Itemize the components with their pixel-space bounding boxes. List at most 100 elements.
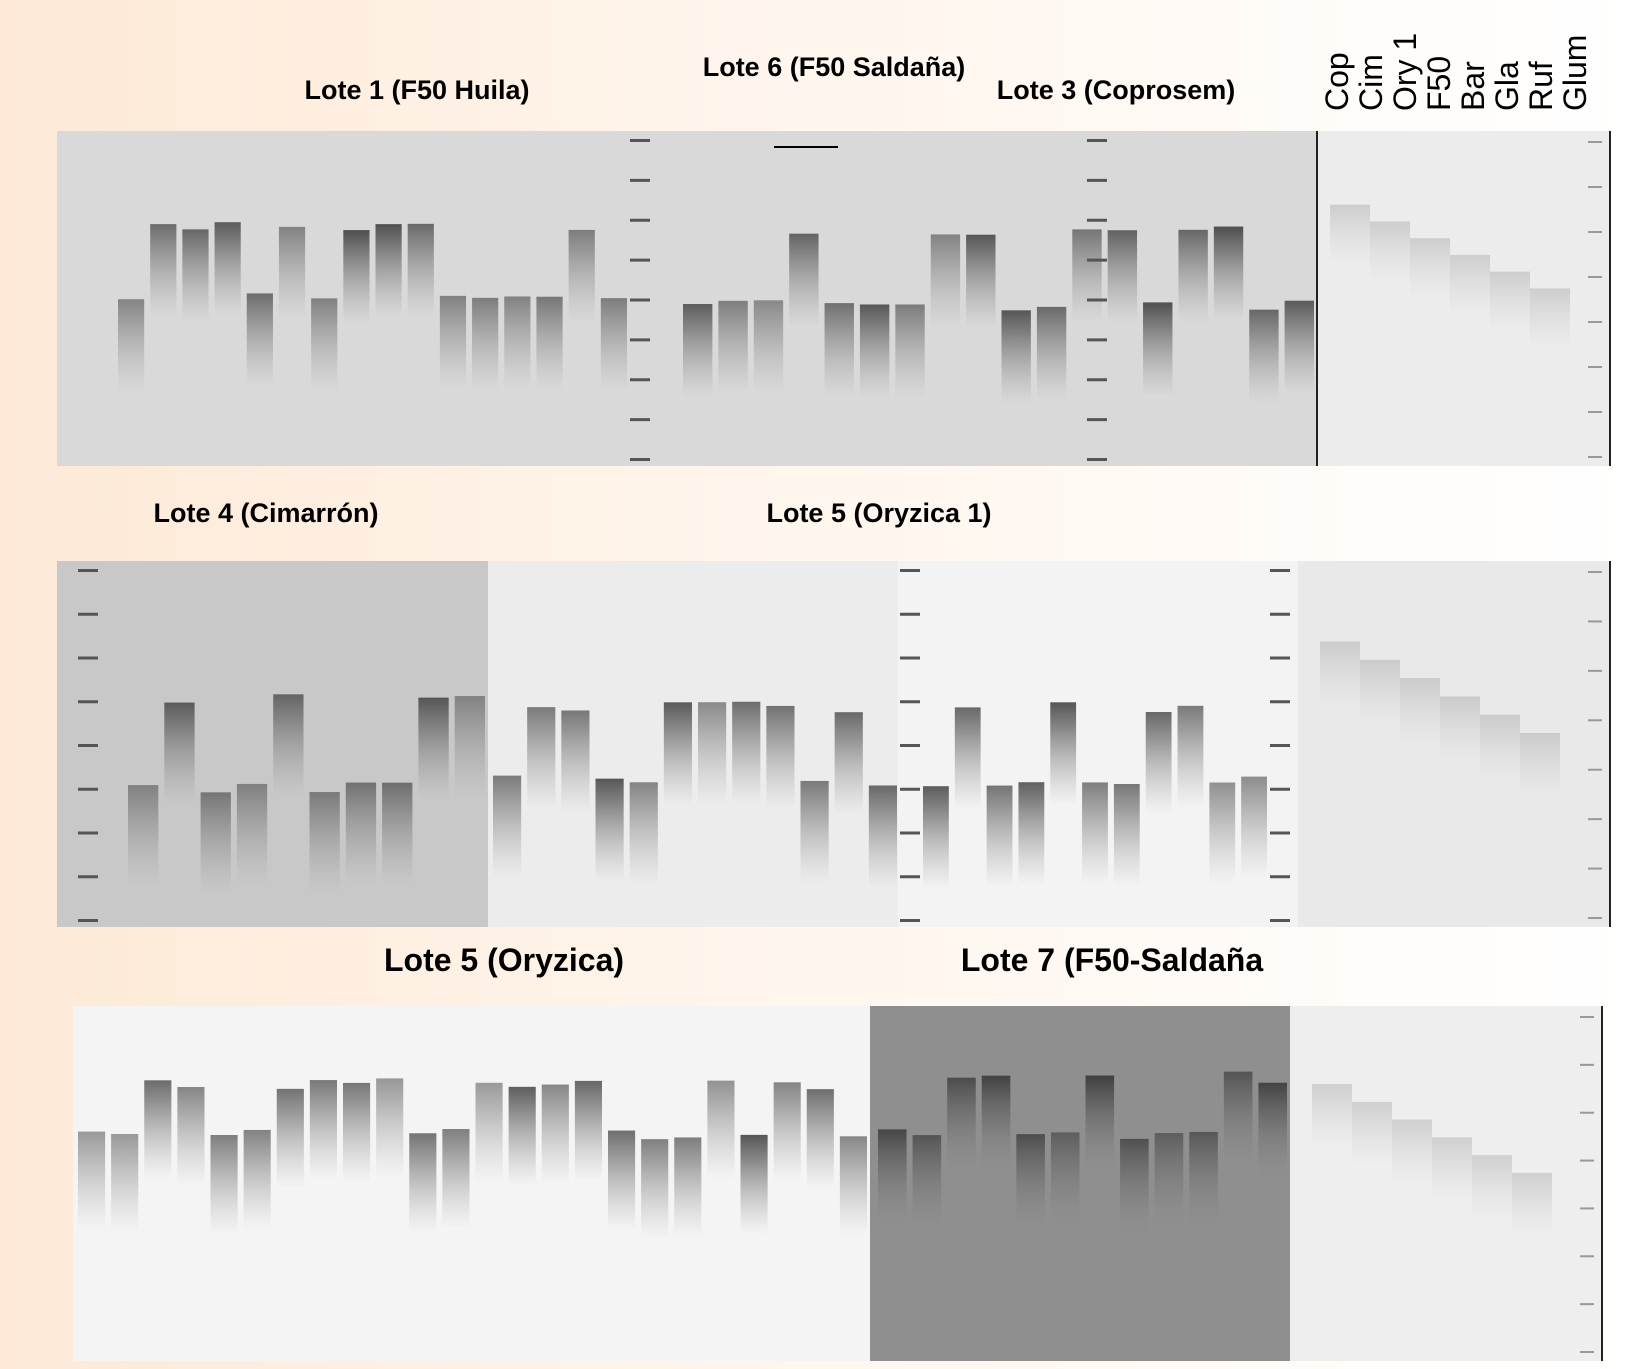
- lot-title: Lote 3 (Coprosem): [997, 75, 1236, 105]
- ladder-mark: [1087, 179, 1107, 182]
- band: [561, 710, 589, 812]
- ladder-mark: [1270, 919, 1290, 922]
- band: [144, 1080, 171, 1179]
- band: [741, 1135, 768, 1234]
- band: [1520, 733, 1560, 799]
- band: [575, 1081, 602, 1180]
- band: [408, 224, 434, 318]
- gel-figure: Lote 1 (F50 Huila) Lote 6 (F50 Saldaña) …: [0, 0, 1635, 1369]
- band: [1360, 660, 1400, 726]
- lot-title: Lote 7 (F50-Saldaña: [961, 942, 1264, 978]
- ladder-mark: [1588, 411, 1602, 413]
- band: [1086, 1076, 1115, 1175]
- band: [947, 1078, 976, 1177]
- ladder-mark: [1580, 1160, 1594, 1162]
- band: [310, 792, 340, 894]
- band: [1258, 1083, 1287, 1182]
- ladder-mark: [1270, 788, 1290, 791]
- ladder-mark: [1588, 141, 1602, 143]
- ladder-mark: [1580, 1351, 1594, 1353]
- band: [1037, 307, 1066, 401]
- band: [279, 227, 305, 321]
- ladder-mark: [1087, 219, 1107, 222]
- ladder-mark: [1087, 378, 1107, 381]
- band: [1143, 302, 1172, 396]
- band: [472, 298, 498, 392]
- ladder-mark: [1588, 186, 1602, 188]
- band: [509, 1087, 536, 1186]
- lot-title: Lote 5 (Oryzica 1): [766, 498, 991, 528]
- band: [1241, 777, 1267, 879]
- ladder-mark: [1588, 231, 1602, 233]
- ladder-mark: [1580, 1303, 1594, 1305]
- band: [801, 781, 829, 883]
- ladder-mark: [1270, 657, 1290, 660]
- ladder-mark: [630, 139, 650, 142]
- band: [608, 1131, 635, 1230]
- lot-title: Lote 4 (Cimarrón): [153, 498, 378, 528]
- band: [630, 782, 658, 884]
- ladder-mark: [900, 832, 920, 835]
- band: [409, 1133, 436, 1232]
- ladder-mark: [78, 919, 98, 922]
- band: [1320, 642, 1360, 708]
- ladder-mark: [1588, 456, 1602, 458]
- band: [601, 298, 627, 392]
- band: [955, 707, 981, 809]
- ladder-mark: [78, 613, 98, 616]
- ladder-mark: [1588, 917, 1602, 919]
- ladder-mark: [900, 700, 920, 703]
- band: [1450, 255, 1490, 315]
- ladder-mark: [1580, 1112, 1594, 1114]
- band: [1114, 784, 1140, 886]
- ladder-mark: [78, 832, 98, 835]
- band: [807, 1089, 834, 1188]
- ladder-mark: [1588, 571, 1602, 573]
- lane-label: Bar: [1455, 61, 1491, 111]
- ladder-mark: [630, 458, 650, 461]
- band: [664, 702, 692, 804]
- band: [118, 299, 144, 393]
- ladder-mark: [630, 179, 650, 182]
- lane-label: Cop: [1319, 52, 1355, 111]
- band: [1214, 227, 1243, 321]
- ladder-mark: [900, 657, 920, 660]
- ladder-mark: [630, 418, 650, 421]
- band: [343, 1083, 370, 1182]
- band: [164, 703, 194, 805]
- ladder-mark: [1588, 670, 1602, 672]
- band: [277, 1089, 304, 1188]
- band: [1530, 288, 1570, 348]
- band: [641, 1139, 668, 1238]
- band: [982, 1076, 1011, 1175]
- ladder-mark: [630, 378, 650, 381]
- band: [754, 300, 783, 394]
- band: [78, 1132, 105, 1231]
- band: [1209, 783, 1235, 885]
- band: [442, 1129, 469, 1228]
- band: [211, 1135, 238, 1234]
- band: [825, 303, 854, 397]
- band: [111, 1134, 138, 1233]
- band: [504, 296, 530, 390]
- band: [1178, 230, 1207, 324]
- ladder-mark: [630, 299, 650, 302]
- band: [542, 1085, 569, 1184]
- band: [923, 786, 949, 888]
- lot-title: Lote 1 (F50 Huila): [304, 75, 529, 105]
- band: [789, 234, 818, 328]
- band: [913, 1135, 942, 1234]
- band: [201, 792, 231, 894]
- ladder-mark: [78, 875, 98, 878]
- band: [860, 304, 889, 398]
- band: [835, 712, 863, 814]
- band: [440, 296, 466, 390]
- band: [1108, 230, 1137, 324]
- figure: Lote 1 (F50 Huila) Lote 6 (F50 Saldaña) …: [0, 0, 1635, 1369]
- band: [774, 1082, 801, 1181]
- band: [273, 694, 303, 796]
- ladder-mark: [1270, 613, 1290, 616]
- band: [1146, 712, 1172, 814]
- band: [527, 707, 555, 809]
- band: [1018, 782, 1044, 884]
